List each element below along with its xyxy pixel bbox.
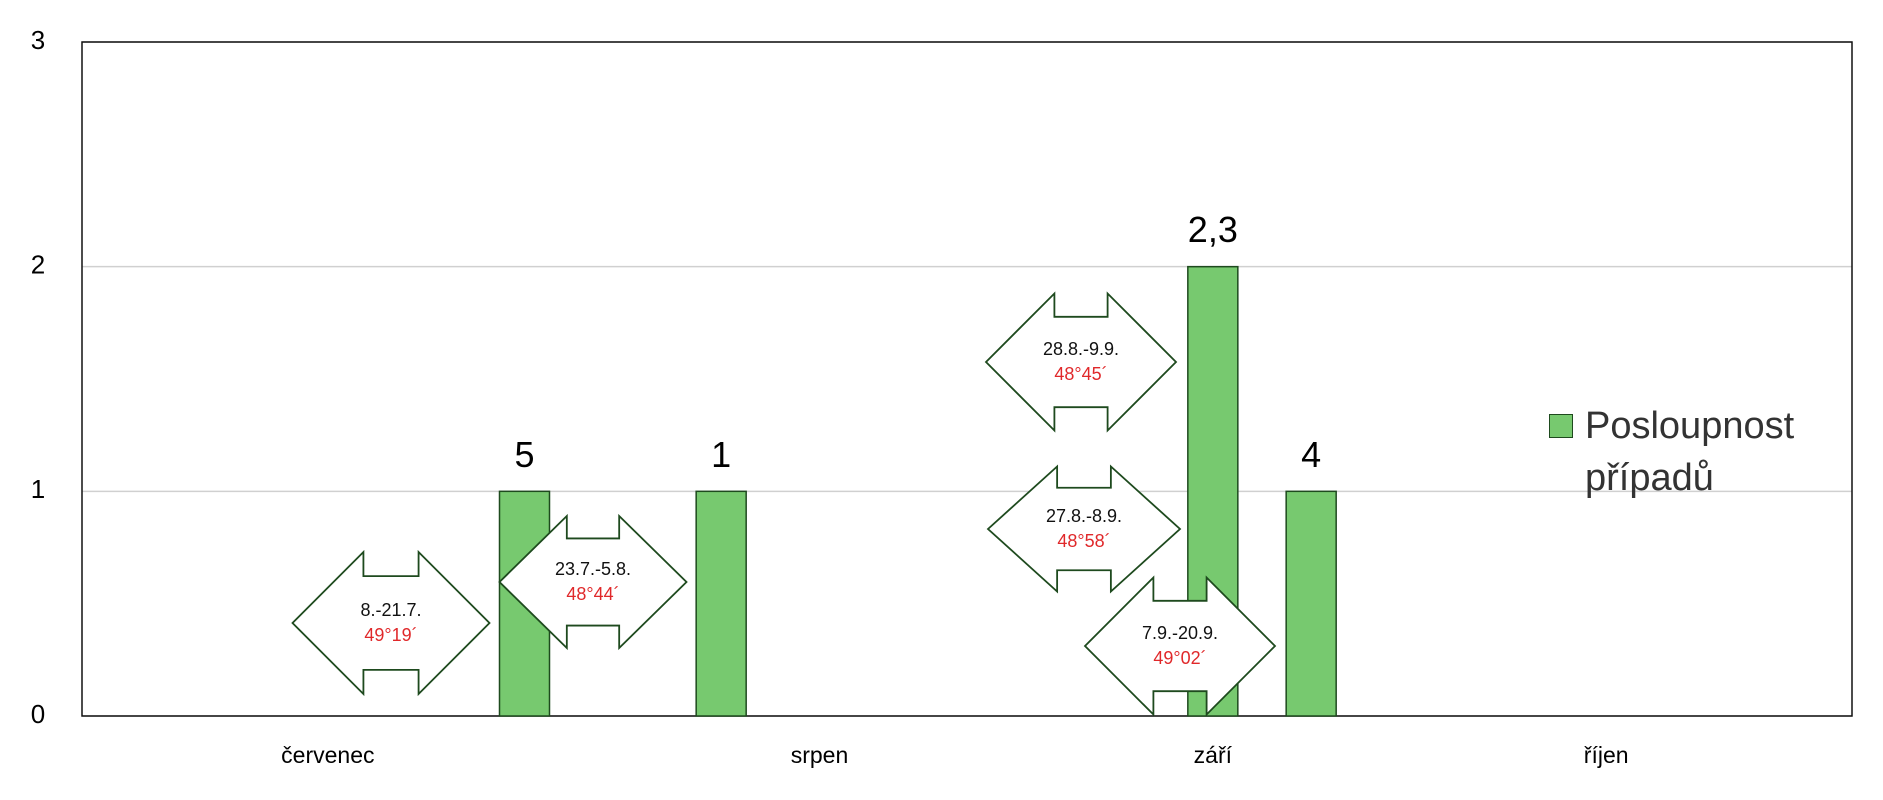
- double-arrow: [1083, 575, 1277, 717]
- double-arrow: [498, 513, 688, 651]
- legend-label: Posloupnost případů: [1585, 405, 1795, 499]
- arrow-angle: 48°58´: [1057, 531, 1110, 551]
- y-tick-label: 0: [31, 699, 45, 729]
- arrow-angle: 48°44´: [566, 584, 619, 604]
- y-tick-label: 1: [31, 474, 45, 504]
- arrow-angle: 49°02´: [1153, 648, 1206, 668]
- arrow-dates: 7.9.-20.9.: [1142, 623, 1218, 643]
- double-arrow: [291, 549, 491, 697]
- arrow-dates: 27.8.-8.9.: [1046, 506, 1122, 526]
- data-label: 5: [514, 434, 534, 475]
- x-tick-label: červenec: [281, 742, 374, 768]
- bar: [695, 490, 747, 717]
- plot-frame: [81, 41, 1853, 717]
- x-tick-label: srpen: [791, 742, 849, 768]
- x-tick-label: září: [1194, 742, 1233, 768]
- legend-swatch: [1549, 414, 1573, 438]
- data-label: 2,3: [1188, 209, 1238, 250]
- bar: [1285, 490, 1337, 717]
- arrow-dates: 28.8.-9.9.: [1043, 339, 1119, 359]
- double-arrow: [986, 464, 1182, 594]
- y-tick-label: 2: [31, 250, 45, 280]
- arrow-dates: 8.-21.7.: [360, 600, 421, 620]
- data-label: 4: [1301, 434, 1321, 475]
- double-arrow: [984, 291, 1178, 433]
- arrow-angle: 48°45´: [1054, 364, 1107, 384]
- y-tick-label: 3: [31, 25, 45, 55]
- data-label: 1: [711, 434, 731, 475]
- arrow-angle: 49°19´: [364, 625, 417, 645]
- arrow-dates: 23.7.-5.8.: [555, 559, 631, 579]
- legend: Posloupnost případů: [1549, 400, 1849, 504]
- x-tick-label: říjen: [1584, 742, 1629, 768]
